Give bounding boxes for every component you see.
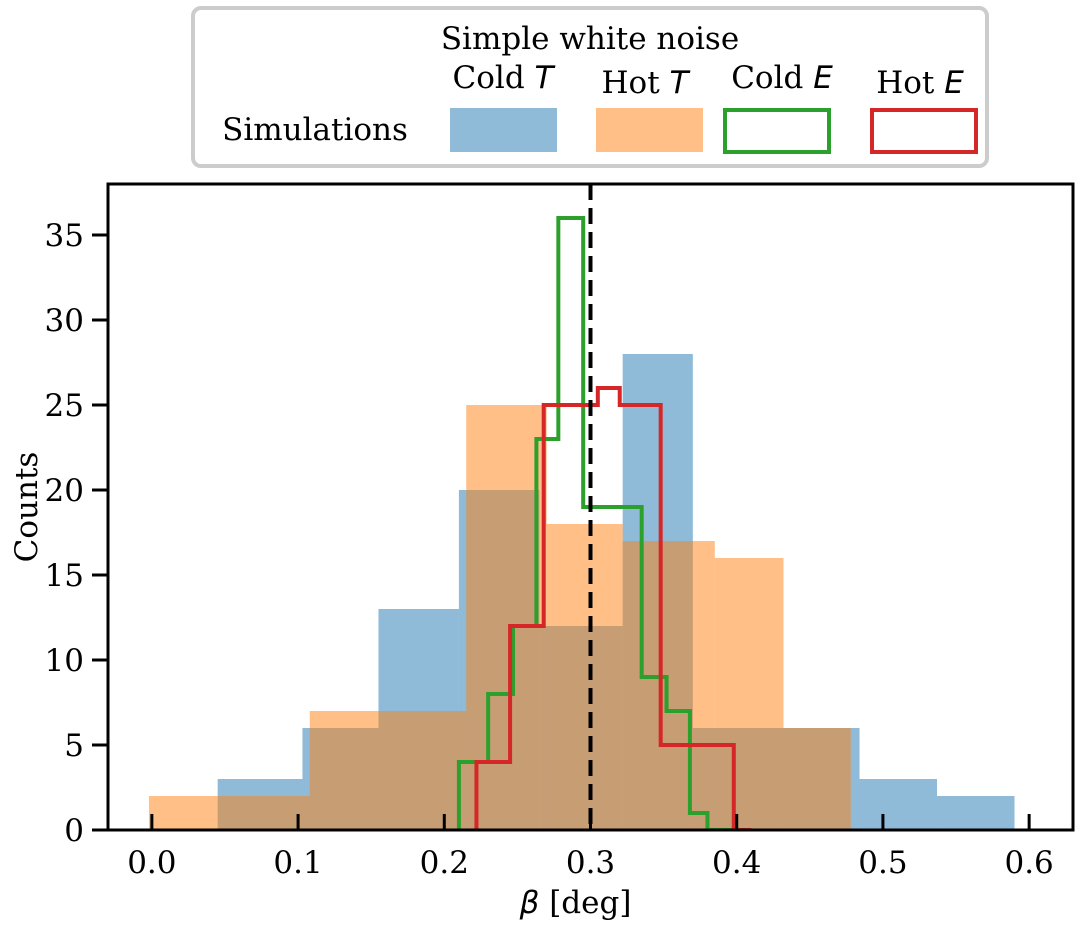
step-hot-e — [474, 386, 752, 830]
y-axis-label: Counts — [9, 452, 45, 563]
legend-label-2-name: Cold — [731, 60, 813, 96]
y-tick-label-0: 0 — [64, 813, 84, 849]
legend-label-1-name: Hot — [602, 65, 670, 101]
bar-cold-t-10 — [937, 796, 1015, 830]
plot-area — [148, 184, 1015, 830]
legend-label-0: Cold T — [453, 60, 556, 96]
legend-title: Simple white noise — [441, 21, 739, 57]
bar-hot-t-5 — [546, 524, 623, 830]
bar-hot-t-2 — [309, 711, 379, 830]
legend-label-2-symbol: E — [813, 60, 833, 96]
bar-hot-t-4 — [466, 405, 547, 830]
legend-label-2: Cold E — [731, 60, 833, 96]
x-tick-label-0: 0.0 — [127, 845, 176, 881]
bar-hot-t-6 — [622, 541, 715, 830]
y-tick-label-5: 25 — [45, 388, 84, 424]
bar-hot-t-0 — [148, 796, 218, 830]
legend-swatch-1 — [596, 108, 703, 152]
legend-swatch-2 — [723, 108, 831, 154]
y-tick-label-7: 35 — [45, 218, 84, 254]
y-tick-label-2: 10 — [45, 643, 84, 679]
y-tick-label-6: 30 — [45, 303, 84, 339]
legend-label-1: Hot T — [602, 65, 691, 101]
x-axis-label-unit: [deg] — [539, 885, 631, 921]
legend-label-3-name: Hot — [876, 65, 944, 101]
y-tick-label-1: 5 — [64, 728, 84, 764]
x-axis-label-symbol: β — [519, 885, 540, 921]
plot-marks — [148, 184, 1015, 830]
axes-layer: 0.0 0.1 0.2 0.3 0.4 0.5 0.6 0 5 10 15 20 25 30 35 β [de… — [9, 182, 1075, 921]
x-tick-label-4: 0.4 — [712, 845, 761, 881]
legend-row-label: Simulations — [222, 112, 408, 148]
x-tick-label-3: 0.3 — [566, 845, 615, 881]
legend-label-0-name: Cold — [453, 60, 535, 96]
legend-box — [191, 6, 989, 168]
legend-label-0-symbol: T — [535, 60, 556, 96]
y-tick-label-3: 15 — [45, 558, 84, 594]
legend-swatch-0 — [450, 108, 557, 152]
legend-label-3-symbol: E — [944, 65, 964, 101]
bar-hot-t-8 — [783, 728, 851, 830]
x-axis-label: β [deg] — [519, 885, 632, 921]
x-tick-label-5: 0.5 — [858, 845, 907, 881]
series-1-bars — [148, 405, 851, 830]
x-tick-label-6: 0.6 — [1004, 845, 1053, 881]
x-tick-label-1: 0.1 — [273, 845, 322, 881]
bar-hot-t-3 — [378, 711, 467, 830]
x-tick-label-2: 0.2 — [420, 845, 469, 881]
legend-label-1-symbol: T — [670, 65, 691, 101]
bar-cold-t-9 — [859, 779, 938, 830]
legend-label-3: Hot E — [876, 65, 964, 101]
y-tick-label-4: 20 — [45, 473, 84, 509]
legend-swatch-3 — [870, 108, 978, 154]
step-cold-e — [456, 216, 733, 830]
bar-hot-t-1 — [217, 796, 310, 830]
bar-hot-t-7 — [714, 558, 784, 830]
